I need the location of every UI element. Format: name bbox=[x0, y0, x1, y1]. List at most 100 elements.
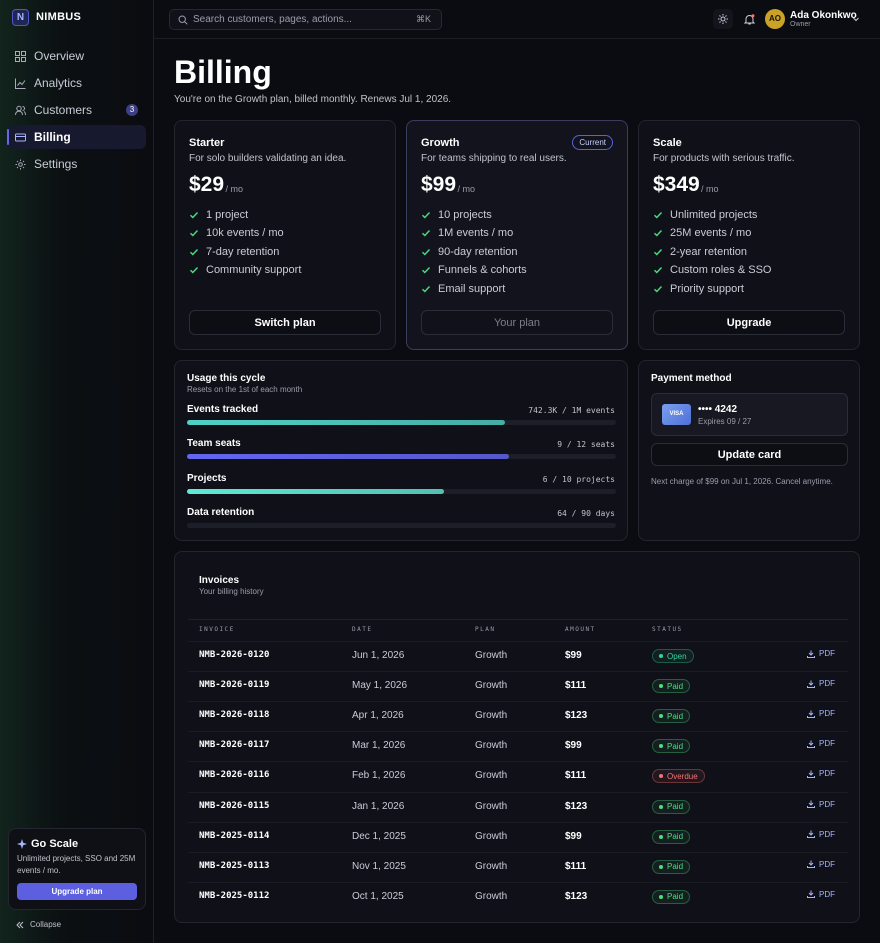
icon bbox=[807, 650, 815, 658]
invoice-cell: Growth bbox=[475, 860, 508, 872]
invoice-cell: Growth bbox=[475, 650, 508, 661]
usage-value: 64 / 90 days bbox=[557, 508, 615, 518]
invoice-cell: NMB-2026-0117 bbox=[199, 740, 270, 751]
invoices-card: Invoices Your billing history INVOICE DATE P… bbox=[174, 551, 860, 923]
page-subtitle: You're on the Growth plan, billed monthl… bbox=[174, 94, 452, 105]
icon bbox=[15, 159, 26, 169]
invoices-title: Invoices bbox=[199, 575, 240, 586]
plan-button[interactable]: Your plan bbox=[421, 310, 613, 335]
feature-text: Funnels & cohorts bbox=[438, 264, 527, 277]
pdf-label: PDF bbox=[819, 859, 835, 869]
invoice-cell: NMB-2026-0118 bbox=[199, 710, 270, 721]
nav-item[interactable]: Customers 3 bbox=[8, 98, 146, 122]
status-pill: Paid bbox=[652, 679, 691, 694]
pdf-link[interactable]: PDF bbox=[807, 800, 835, 809]
usage-label: Events tracked bbox=[187, 404, 259, 415]
invoice-cell: NMB-2026-0115 bbox=[199, 800, 270, 811]
usage-title: Usage this cycle bbox=[187, 373, 266, 384]
row-divider bbox=[188, 701, 848, 703]
feature-text: 2-year retention bbox=[670, 245, 748, 258]
notifications[interactable] bbox=[739, 9, 759, 29]
pdf-link[interactable]: PDF bbox=[807, 739, 835, 748]
invoice-cell: Growth bbox=[475, 800, 508, 812]
pdf-link[interactable]: PDF bbox=[807, 830, 835, 839]
pdf-link[interactable]: PDF bbox=[807, 860, 835, 869]
row-divider bbox=[188, 791, 848, 793]
plan-button[interactable]: Upgrade bbox=[653, 310, 845, 335]
pdf-label: PDF bbox=[819, 769, 835, 779]
icon bbox=[15, 78, 26, 89]
pdf-link[interactable]: PDF bbox=[807, 649, 835, 658]
pdf-label: PDF bbox=[819, 709, 835, 719]
promo-button[interactable]: Upgrade plan bbox=[17, 883, 137, 900]
usage-value: 6 / 10 projects bbox=[542, 474, 615, 484]
column-header: PLAN bbox=[475, 626, 496, 633]
plan-button[interactable]: Switch plan bbox=[189, 310, 381, 335]
feature-text: 10k events / mo bbox=[206, 227, 284, 240]
pdf-link[interactable]: PDF bbox=[807, 769, 835, 778]
usage-bar bbox=[187, 522, 493, 528]
nav-label: Settings bbox=[34, 157, 78, 171]
update-card-button[interactable]: Update card bbox=[651, 443, 848, 466]
nav-item[interactable]: Billing bbox=[7, 125, 146, 149]
icon bbox=[17, 839, 27, 849]
check-icon bbox=[654, 212, 663, 219]
logo: N bbox=[12, 9, 29, 26]
payment-card: Payment method VISA •••• 4242 Expires 09 / … bbox=[638, 360, 860, 541]
invoice-cell: $123 bbox=[565, 710, 588, 722]
invoice-cell: $111 bbox=[565, 770, 587, 782]
plan-card: Growth Current For teams shipping to real … bbox=[406, 120, 628, 350]
row-divider bbox=[188, 731, 848, 733]
row-divider bbox=[188, 851, 848, 853]
feature-text: Email support bbox=[438, 282, 506, 295]
feature-text: 90-day retention bbox=[438, 245, 518, 258]
check-icon bbox=[190, 230, 199, 237]
plan-feature: Funnels & cohorts bbox=[421, 264, 527, 276]
column-header: INVOICE bbox=[199, 626, 235, 633]
plan-period: / mo bbox=[457, 184, 476, 194]
row-divider bbox=[188, 671, 848, 673]
check-icon bbox=[190, 212, 199, 219]
invoice-cell: $123 bbox=[565, 890, 588, 902]
invoice-cell: NMB-2025-0112 bbox=[199, 890, 270, 901]
feature-text: Community support bbox=[206, 264, 302, 277]
payment-note: Next charge of $99 on Jul 1, 2026. Cance… bbox=[651, 477, 833, 486]
nav-item[interactable]: Analytics bbox=[8, 71, 146, 95]
plan-feature: Unlimited projects bbox=[653, 209, 757, 221]
nav-item[interactable]: Overview bbox=[8, 44, 146, 68]
status-pill: Paid bbox=[652, 859, 691, 874]
check-icon bbox=[422, 285, 431, 293]
column-header: DATE bbox=[352, 626, 373, 633]
avatar[interactable]: AO bbox=[765, 9, 785, 29]
status-pill: Paid bbox=[652, 889, 691, 904]
collapse[interactable]: Collapse bbox=[16, 920, 61, 929]
usage-bar bbox=[187, 420, 506, 425]
plan-feature: Priority support bbox=[653, 283, 744, 295]
user-name: Ada Okonkwo bbox=[790, 10, 857, 21]
plan-description: For products with serious traffic. bbox=[653, 153, 795, 164]
invoice-cell: Growth bbox=[475, 830, 508, 842]
check-icon bbox=[422, 248, 431, 256]
pdf-link[interactable]: PDF bbox=[807, 679, 835, 688]
check-icon bbox=[654, 267, 663, 274]
invoice-cell: Nov 1, 2025 bbox=[352, 860, 406, 872]
pdf-link[interactable]: PDF bbox=[807, 890, 835, 899]
table-rule bbox=[188, 619, 848, 620]
theme-toggle[interactable] bbox=[713, 9, 733, 29]
feature-text: 1M events / mo bbox=[438, 227, 514, 240]
card-number: •••• 4242 bbox=[698, 404, 738, 415]
status-pill: Paid bbox=[652, 709, 691, 724]
search-box[interactable]: Search customers, pages, actions... ⌘K bbox=[169, 9, 442, 30]
pdf-link[interactable]: PDF bbox=[807, 709, 835, 718]
plan-price: $349 bbox=[653, 173, 700, 196]
pdf-label: PDF bbox=[819, 649, 835, 658]
icon bbox=[853, 17, 859, 22]
invoice-cell: Jun 1, 2026 bbox=[352, 650, 405, 661]
plan-period: / mo bbox=[225, 184, 244, 194]
nav-label: Overview bbox=[34, 49, 85, 63]
plan-description: For solo builders validating an idea. bbox=[189, 153, 347, 164]
nav-item[interactable]: Settings bbox=[8, 152, 146, 176]
promo-card: Go Scale Unlimited projects, SSO and 25M … bbox=[8, 828, 146, 910]
